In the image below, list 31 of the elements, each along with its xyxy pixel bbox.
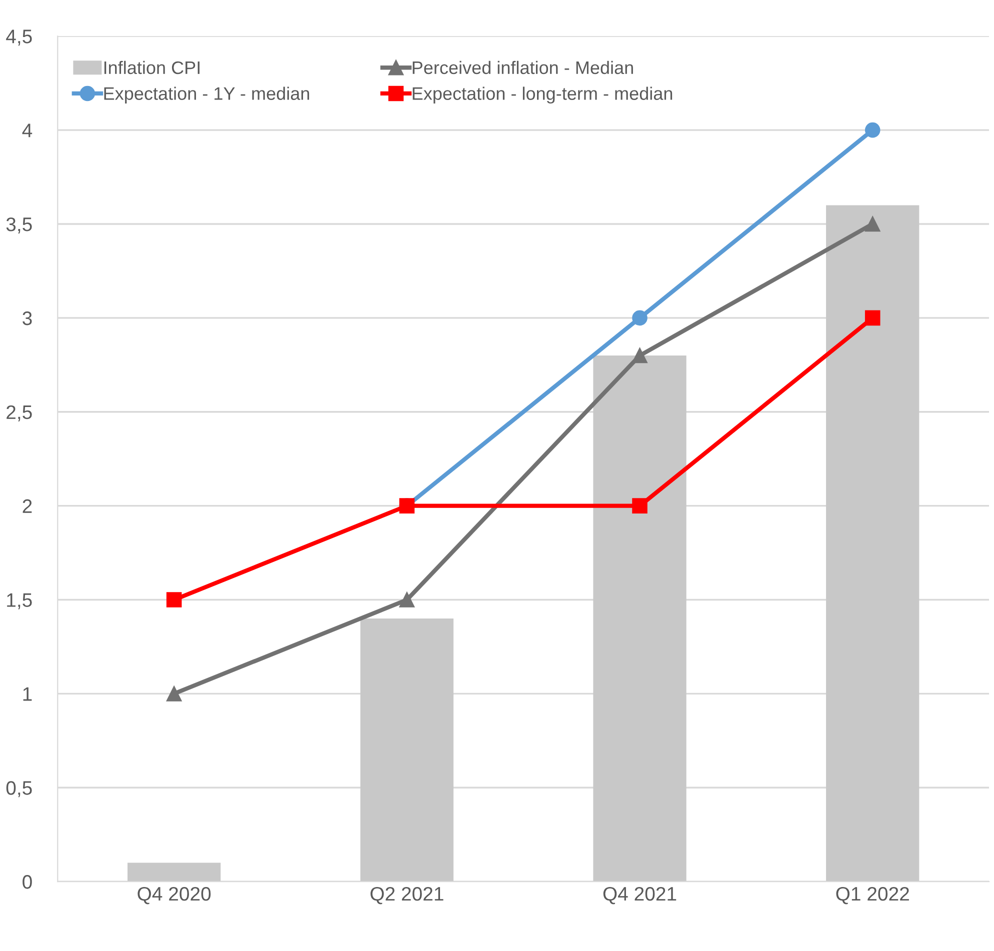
y-tick-label: 0 [22, 875, 32, 889]
bar [128, 862, 221, 882]
point [864, 310, 880, 326]
legend-label: Inflation CPI [104, 60, 200, 74]
x-tick-label: Q4 2021 [603, 886, 676, 904]
point [166, 686, 182, 702]
y-tick-label: 1 [23, 687, 32, 701]
y-tick-label: 2 [22, 499, 32, 513]
point [166, 592, 182, 608]
x-tick-label: Q2 2021 [370, 886, 444, 904]
legend-label: Perceived inflation - Median [412, 60, 633, 74]
y-tick-label: 4,5 [6, 30, 32, 46]
point [632, 310, 648, 326]
point [399, 592, 415, 608]
legend-label: Expectation - long-term - median [412, 86, 672, 104]
y-tick-label: 0,5 [6, 781, 32, 798]
bar [593, 356, 686, 882]
y-tick-label: 3 [22, 311, 32, 326]
point [632, 498, 648, 514]
x-tick-label: Q4 2020 [138, 886, 211, 904]
point [864, 216, 880, 232]
x-tick-label: Q1 2022 [836, 886, 909, 904]
y-tick-label: 2,5 [6, 405, 32, 422]
bar [360, 618, 454, 882]
bar [826, 205, 920, 882]
legend-label: Expectation - 1Y - median [104, 86, 310, 104]
point [864, 122, 880, 138]
y-tick-label: 1,5 [7, 593, 32, 610]
y-tick-label: 3,5 [6, 217, 32, 234]
y-tick-label: 4 [22, 124, 32, 138]
point [632, 348, 648, 364]
